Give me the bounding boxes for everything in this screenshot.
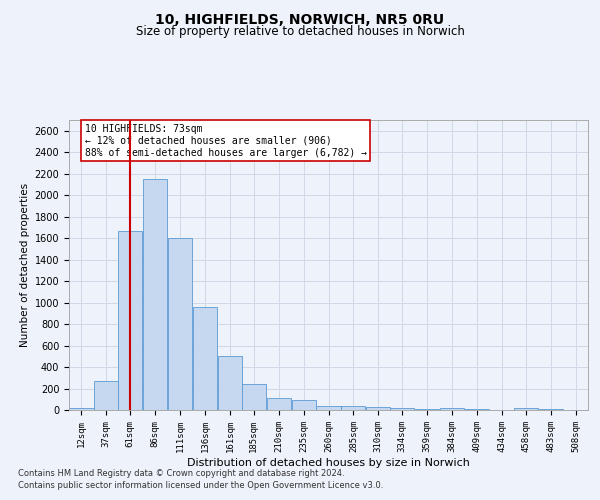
X-axis label: Distribution of detached houses by size in Norwich: Distribution of detached houses by size … (187, 458, 470, 468)
Bar (292, 400, 316, 410)
Bar (94, 381, 118, 410)
Bar (440, 408, 464, 410)
Bar (168, 238, 192, 410)
Text: Contains HM Land Registry data © Crown copyright and database right 2024.: Contains HM Land Registry data © Crown c… (18, 468, 344, 477)
Y-axis label: Number of detached properties: Number of detached properties (20, 183, 31, 347)
Bar (118, 230, 142, 410)
Bar (366, 408, 391, 410)
Text: Contains public sector information licensed under the Open Government Licence v3: Contains public sector information licen… (18, 481, 383, 490)
Bar (242, 384, 266, 410)
Bar (415, 409, 439, 410)
Bar (514, 408, 538, 410)
Bar (316, 406, 341, 410)
Bar (266, 398, 291, 410)
Bar (143, 179, 167, 410)
Text: 10, HIGHFIELDS, NORWICH, NR5 0RU: 10, HIGHFIELDS, NORWICH, NR5 0RU (155, 12, 445, 26)
Text: Size of property relative to detached houses in Norwich: Size of property relative to detached ho… (136, 25, 464, 38)
Bar (70, 408, 94, 410)
Bar (341, 406, 365, 410)
Bar (193, 307, 217, 410)
Text: 10 HIGHFIELDS: 73sqm
← 12% of detached houses are smaller (906)
88% of semi-deta: 10 HIGHFIELDS: 73sqm ← 12% of detached h… (85, 124, 367, 158)
Bar (218, 356, 242, 410)
Bar (390, 408, 414, 410)
